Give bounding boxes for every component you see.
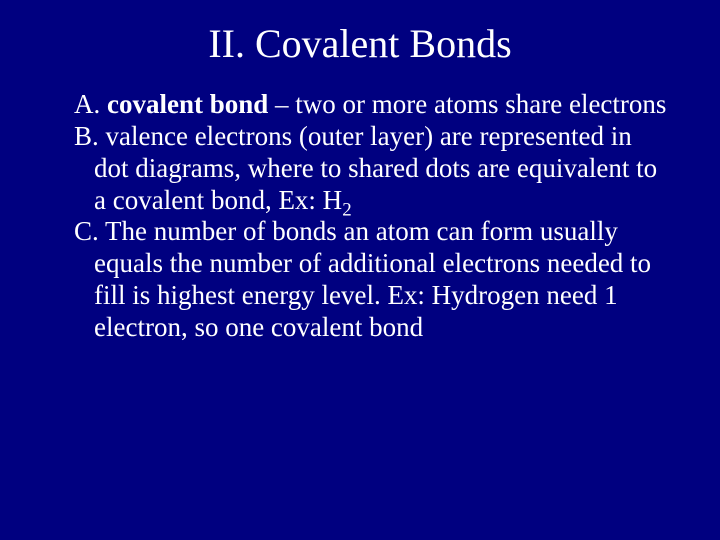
list-item: A. covalent bond – two or more atoms sha… (94, 89, 670, 121)
item-text: The number of bonds an atom can form usu… (94, 216, 651, 342)
list-item: B. valence electrons (outer layer) are r… (94, 121, 670, 217)
item-prefix: A. (74, 89, 107, 119)
slide-body: A. covalent bond – two or more atoms sha… (50, 89, 670, 344)
item-text: – two or more atoms share electrons (268, 89, 666, 119)
item-bold: covalent bond (107, 89, 268, 119)
item-prefix: B. (74, 121, 106, 151)
item-prefix: C. (74, 216, 105, 246)
slide: II. Covalent Bonds A. covalent bond – tw… (0, 0, 720, 540)
item-text: valence electrons (outer layer) are repr… (94, 121, 657, 215)
slide-title: II. Covalent Bonds (50, 20, 670, 67)
list-item: C. The number of bonds an atom can form … (94, 216, 670, 343)
